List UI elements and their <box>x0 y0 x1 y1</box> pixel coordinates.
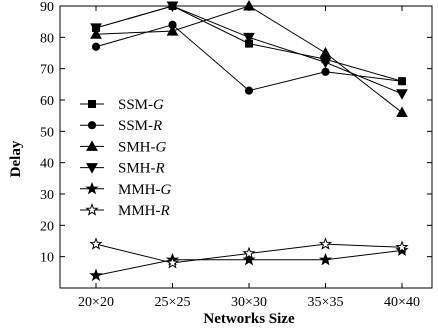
x-tick-label: 20×20 <box>78 295 114 310</box>
legend-marker <box>88 100 96 108</box>
series-3 <box>90 1 408 100</box>
y-axis-label: Delay <box>8 140 24 177</box>
y-tick-label: 40 <box>40 157 54 172</box>
x-tick-label: 25×25 <box>155 295 191 310</box>
legend-marker <box>85 181 99 195</box>
series-0 <box>92 2 406 86</box>
y-tick-label: 80 <box>40 31 54 46</box>
y-tick-label: 20 <box>40 219 54 234</box>
data-point <box>321 67 330 76</box>
data-point <box>166 25 179 36</box>
x-tick-label: 35×35 <box>308 295 344 310</box>
x-tick-label: 30×30 <box>231 295 267 310</box>
legend-marker <box>87 121 97 130</box>
legend-marker <box>86 140 98 151</box>
data-point <box>91 42 101 51</box>
series-line <box>95 5 403 95</box>
legend-label: SSM-G <box>118 97 164 113</box>
y-tick-label: 50 <box>40 125 54 140</box>
data-point <box>89 237 103 250</box>
data-point <box>395 240 409 253</box>
data-point <box>318 237 333 250</box>
y-tick-label: 90 <box>40 0 54 15</box>
data-point <box>243 32 255 44</box>
data-point <box>165 255 180 269</box>
data-point <box>318 252 333 266</box>
legend-label: SMH-R <box>118 161 165 177</box>
data-point <box>90 23 102 34</box>
data-point <box>166 1 179 13</box>
data-point <box>319 57 332 69</box>
data-point <box>243 0 255 11</box>
x-tick-label: 40×40 <box>384 295 420 310</box>
data-point <box>396 89 408 100</box>
data-point <box>242 252 256 266</box>
legend-label: SMH-G <box>118 139 167 155</box>
legend-label: MMH-R <box>118 203 170 219</box>
data-point <box>244 86 254 95</box>
legend-label: MMH-G <box>118 182 172 198</box>
y-tick-label: 10 <box>40 251 54 266</box>
series-5 <box>89 237 409 269</box>
data-point <box>397 77 407 86</box>
x-axis-label: Networks Size <box>203 311 295 327</box>
data-point <box>319 46 332 58</box>
plot-frame <box>59 5 433 289</box>
legend-marker <box>86 163 98 174</box>
y-tick-label: 70 <box>40 63 54 78</box>
data-point <box>242 246 256 260</box>
data-point <box>396 106 408 118</box>
y-tick-label: 30 <box>40 188 54 203</box>
legend-label: SSM-R <box>118 118 162 134</box>
legend-marker <box>85 203 99 216</box>
data-point <box>89 268 103 282</box>
y-tick-label: 60 <box>40 94 54 109</box>
legend: SSM-G SSM-R SMH-G SMH-R MMH-G MMH-R <box>80 97 172 219</box>
